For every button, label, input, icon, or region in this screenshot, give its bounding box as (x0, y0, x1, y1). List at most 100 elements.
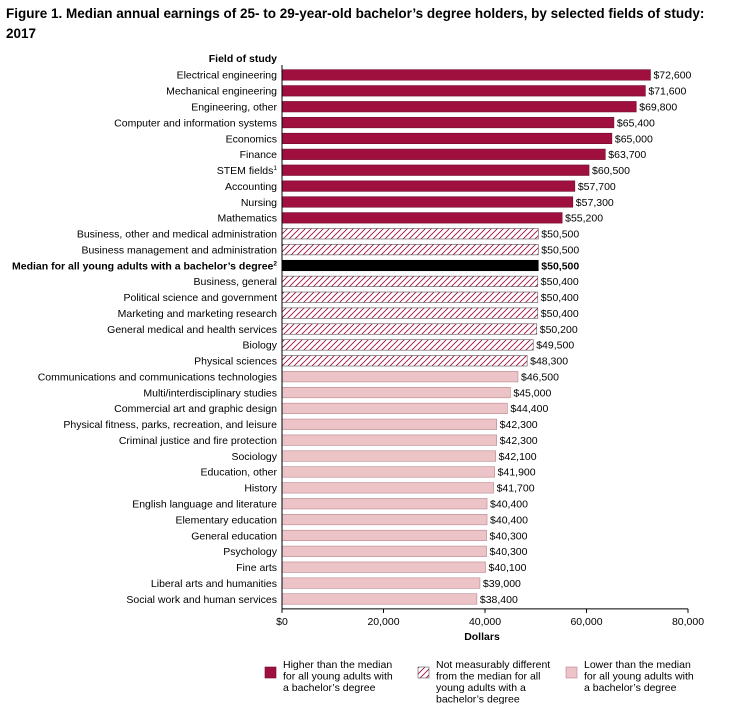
category-label: Psychology (223, 546, 277, 558)
category-label: Marketing and marketing research (118, 308, 277, 320)
category-label: Business, other and medical administrati… (77, 229, 277, 241)
category-label: Engineering, other (191, 102, 277, 114)
bar (281, 593, 478, 605)
bar (281, 339, 534, 351)
bar (281, 180, 576, 192)
category-label: Education, other (201, 467, 278, 479)
category-label: General medical and health services (107, 324, 277, 336)
bar (281, 323, 538, 335)
legend-label-same: bachelor’s degree (436, 694, 520, 704)
category-label: General education (191, 530, 277, 542)
value-label: $39,000 (483, 578, 521, 590)
value-label: $60,500 (592, 165, 630, 177)
legend-label-higher: a bachelor’s degree (283, 682, 376, 694)
value-label: $41,700 (497, 483, 535, 495)
legend-swatch-higher (264, 666, 277, 679)
category-label: Liberal arts and humanities (151, 578, 277, 590)
bar (281, 418, 497, 430)
bar (281, 101, 637, 113)
category-label: Biology (243, 340, 278, 352)
chart-title: Figure 1. Median annual earnings of 25- … (6, 6, 705, 41)
value-label: $69,800 (639, 102, 677, 114)
legend-swatch-lower (565, 666, 578, 679)
value-labels: $72,600 $71,600 $69,800 $65,400 $65,000 $63,7… (480, 70, 692, 606)
bar (281, 371, 519, 383)
x-tick-label: 40,000 (469, 616, 501, 628)
bar (281, 434, 497, 446)
value-label: $48,300 (530, 356, 568, 368)
category-label: Elementary education (175, 514, 277, 526)
category-label: Median for all young adults with a bache… (12, 260, 277, 272)
category-label: Physical sciences (194, 356, 277, 368)
category-label: English language and literature (132, 499, 277, 511)
category-label: Nursing (241, 197, 277, 209)
category-label: Finance (240, 149, 278, 161)
bar (281, 244, 539, 256)
category-labels: Electrical engineering Mechanical enginee… (12, 70, 278, 606)
legend-label-lower: a bachelor’s degree (584, 682, 677, 694)
x-tick-label: 80,000 (672, 616, 704, 628)
legend-label-higher: for all young adults with (283, 671, 393, 683)
bar (281, 545, 487, 557)
value-label: $38,400 (480, 594, 518, 606)
category-label: Business, general (194, 276, 277, 288)
value-label: $40,400 (490, 514, 528, 526)
bar (281, 355, 528, 367)
bar (281, 117, 615, 129)
category-label: Mechanical engineering (166, 86, 277, 98)
category-label: History (244, 483, 277, 495)
bar (281, 228, 539, 240)
value-label: $65,400 (617, 117, 655, 129)
value-label: $72,600 (653, 70, 691, 82)
legend-label-lower: for all young adults with (584, 671, 694, 683)
value-label: $42,300 (500, 419, 538, 431)
bar (281, 132, 613, 145)
category-label: STEM fields1 (217, 165, 278, 177)
legend-swatch-same (417, 666, 430, 679)
bar (281, 466, 495, 478)
value-label: $55,200 (565, 213, 603, 225)
bar (281, 275, 539, 287)
bar (281, 164, 590, 176)
bar (281, 307, 539, 319)
value-label: $50,400 (541, 276, 579, 288)
bar (281, 212, 563, 224)
bar (281, 386, 511, 399)
bar (281, 69, 651, 81)
bar (281, 291, 539, 303)
value-label: $50,500 (541, 260, 579, 272)
value-label: $42,300 (500, 435, 538, 447)
legend-label-higher: Higher than the median (283, 659, 392, 671)
bar (281, 402, 508, 414)
category-label: Economics (226, 133, 277, 145)
value-label: $71,600 (648, 86, 686, 98)
value-label: $45,000 (513, 387, 551, 399)
value-label: $50,500 (541, 244, 579, 256)
value-label: $50,400 (541, 308, 579, 320)
value-label: $49,500 (536, 340, 574, 352)
value-label: $50,400 (541, 292, 579, 304)
x-axis: $0 20,000 40,000 60,000 80,000 (276, 65, 704, 628)
value-label: $44,400 (510, 403, 548, 415)
category-label: Accounting (225, 181, 277, 193)
category-label: Mathematics (217, 213, 277, 225)
value-label: $40,400 (490, 499, 528, 511)
bar (281, 148, 606, 160)
value-label: $46,500 (521, 371, 559, 383)
value-label: $40,100 (489, 562, 527, 574)
bar (281, 514, 488, 526)
category-axis-title: Field of study (209, 53, 277, 65)
value-label: $42,100 (499, 451, 537, 463)
category-label: Social work and human services (126, 594, 277, 606)
category-label: Computer and information systems (114, 117, 277, 129)
category-label: Fine arts (236, 562, 277, 574)
value-label: $57,300 (576, 197, 614, 209)
bar (281, 498, 488, 510)
value-label: $65,000 (615, 133, 653, 145)
value-label: $50,500 (541, 229, 579, 241)
x-tick-label: $0 (276, 616, 288, 628)
value-label: $50,200 (540, 324, 578, 336)
category-label: Business management and administration (81, 244, 277, 256)
x-tick-label: 60,000 (570, 616, 602, 628)
